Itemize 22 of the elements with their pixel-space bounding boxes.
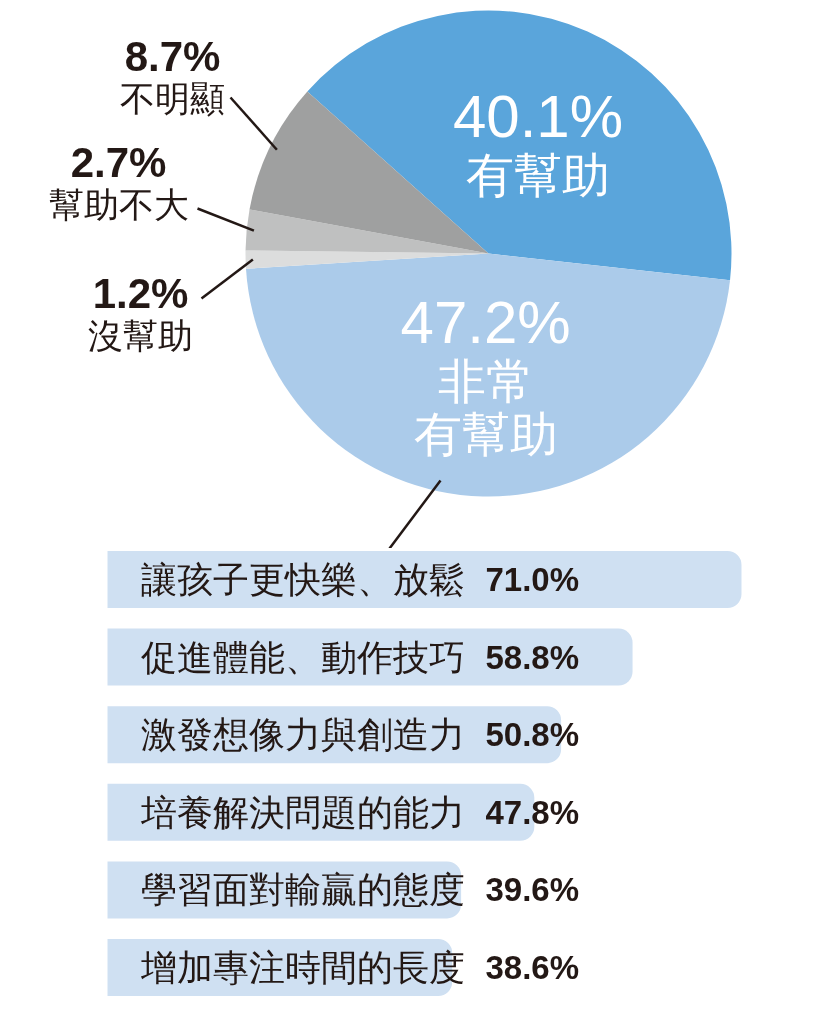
y-tick-label: 讓孩子更快樂、放鬆	[140, 559, 465, 600]
data-label: 2.7%	[70, 138, 167, 186]
data-label: 1.2%	[92, 269, 189, 317]
y-tick-label: 增加專注時間的長度	[139, 947, 465, 988]
y-tick-label: 激發想像力與創造力	[140, 714, 465, 756]
data-label: 71.0%	[485, 561, 580, 598]
data-label: 40.1%	[452, 82, 624, 150]
data-label: 58.8%	[485, 638, 580, 676]
data-label: 8.7%	[124, 32, 221, 80]
data-label: 47.8%	[485, 793, 580, 831]
slice-label: 幫助不大	[48, 185, 189, 225]
slice-label: 沒幫助	[88, 316, 193, 356]
y-tick-label: 學習面對輸贏的態度	[140, 869, 465, 911]
data-label: 38.6%	[485, 949, 580, 986]
data-label: 39.6%	[485, 871, 580, 909]
slice-label: 不明顯	[120, 79, 225, 119]
data-label: 50.8%	[485, 716, 580, 754]
slice-label: 有幫助	[466, 149, 611, 203]
slice-label: 非常有幫助	[413, 355, 558, 461]
data-label: 47.2%	[400, 288, 571, 356]
y-tick-label: 培養解決問題的能力	[139, 791, 465, 833]
y-tick-label: 促進體能、動作技巧	[140, 636, 465, 678]
